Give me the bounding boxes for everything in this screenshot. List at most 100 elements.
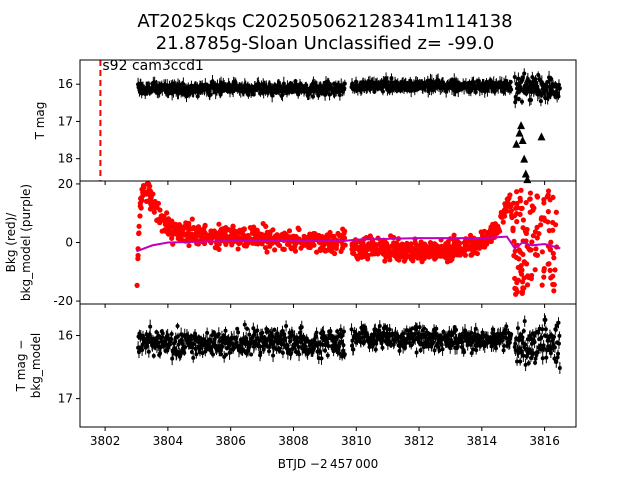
upper-limit-marker: [515, 128, 524, 137]
bkg-point: [512, 285, 518, 291]
bkg-point: [541, 215, 547, 221]
bkg-point: [551, 255, 557, 261]
bkg-point: [538, 222, 544, 228]
bkg-point: [213, 234, 219, 241]
bkg-point: [505, 196, 511, 202]
flux-point: [310, 94, 315, 99]
flux-point: [280, 92, 285, 97]
flux-point: [552, 356, 557, 361]
flux-point: [533, 360, 538, 365]
flux-point: [246, 92, 251, 97]
top-y-axis-label: T mag: [33, 102, 47, 141]
flux-point: [277, 349, 282, 354]
bkg-point: [175, 228, 182, 234]
bottom-y-axis-label-line-1: T mag −: [14, 340, 28, 393]
flux-point: [349, 327, 354, 332]
flux-point: [146, 349, 151, 354]
flux-point: [335, 329, 340, 334]
flux-point: [339, 339, 344, 344]
bottom-x-ticks: 3802 3804 3806 3808 3810 3812 3814 3816: [90, 427, 560, 448]
x-tick-label: 3804: [153, 434, 184, 448]
bkg-point: [221, 228, 227, 234]
flux-point: [332, 81, 337, 86]
bkg-point: [428, 248, 434, 254]
upper-limit-marker: [521, 169, 530, 178]
upper-limit-marker: [537, 132, 546, 141]
flux-point: [336, 334, 341, 339]
flux-point: [525, 77, 530, 82]
bkg-point: [361, 253, 367, 260]
flux-point: [557, 365, 562, 370]
bkg-point: [509, 212, 515, 219]
flux-point: [551, 334, 556, 339]
middle-x-ticks: [104, 304, 546, 308]
bkg-point: [247, 224, 253, 231]
flux-point: [519, 350, 524, 355]
bkg-point: [520, 217, 527, 223]
bkg-point: [539, 249, 545, 255]
flux-point: [543, 317, 548, 322]
flux-point: [380, 345, 385, 350]
x-tick-label: 3808: [278, 434, 309, 448]
bkg-point: [444, 255, 451, 261]
bkg-point: [445, 239, 451, 245]
bkg-point: [424, 245, 431, 251]
bkg-point: [359, 243, 365, 249]
bkg-point: [541, 200, 547, 206]
flux-point: [283, 336, 288, 341]
flux-point: [342, 81, 347, 86]
bkg-point: [138, 205, 144, 211]
flux-point: [303, 344, 308, 349]
flux-point: [509, 332, 514, 337]
bkg-point: [529, 239, 535, 245]
flux-point: [493, 88, 498, 93]
bkg-point: [360, 247, 366, 254]
bkg-point: [235, 246, 241, 252]
bkg-point: [520, 285, 526, 291]
flux-point: [147, 332, 152, 337]
bkg-point: [418, 250, 424, 256]
flux-point: [217, 338, 222, 343]
flux-point: [540, 356, 545, 361]
flux-point: [508, 80, 513, 85]
middle-y-axis-label-line-1: Bkg (red)/: [4, 212, 18, 273]
bkg-point: [492, 232, 498, 238]
flux-point: [539, 335, 544, 340]
flux-point: [342, 352, 347, 357]
bkg-point: [312, 235, 319, 242]
bkg-point: [524, 282, 531, 288]
bkg-point: [457, 245, 463, 251]
bkg-point: [508, 208, 514, 214]
flux-point: [235, 326, 240, 331]
sector-annotation: s92 cam3ccd1: [102, 58, 204, 74]
flux-point: [523, 362, 528, 367]
bkg-point: [550, 227, 556, 233]
flux-point: [175, 324, 180, 329]
flux-point: [556, 94, 561, 99]
bkg-point: [534, 235, 540, 241]
bkg-point: [552, 267, 558, 273]
flux-point: [410, 326, 415, 331]
bkg-point: [512, 248, 518, 254]
bkg-point: [532, 251, 539, 258]
flux-point: [182, 350, 187, 355]
bkg-point: [298, 245, 304, 251]
flux-point: [402, 331, 407, 336]
bkg-point: [277, 234, 284, 240]
flux-point: [323, 92, 328, 97]
bkg-point: [510, 225, 516, 231]
bkg-point: [293, 234, 299, 240]
flux-point: [538, 99, 543, 104]
flux-point: [462, 350, 467, 355]
bkg-point: [492, 221, 498, 227]
flux-point: [140, 347, 145, 352]
flux-point: [211, 330, 216, 335]
bkg-point: [514, 279, 520, 286]
flux-point: [512, 75, 517, 80]
flux-point: [236, 330, 241, 335]
bkg-point: [237, 227, 243, 233]
flux-point: [520, 335, 525, 340]
bkg-point: [462, 246, 468, 252]
flux-point: [271, 344, 276, 349]
bkg-point: [396, 245, 402, 251]
